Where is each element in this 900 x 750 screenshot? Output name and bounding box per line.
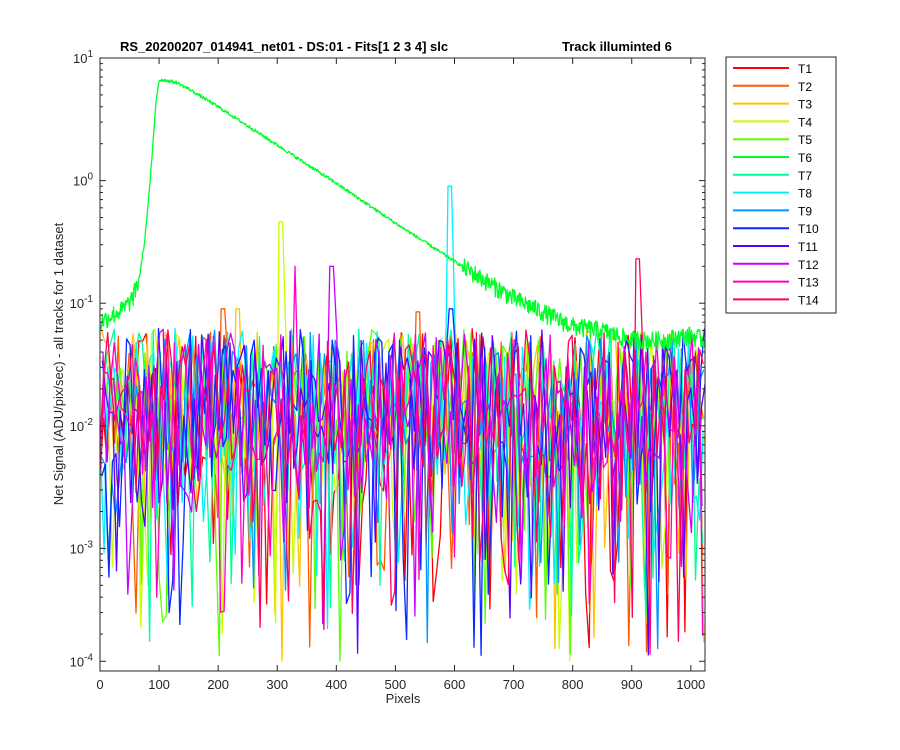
y-tick-label: 10-1	[70, 294, 94, 311]
y-tick-label: 100	[73, 172, 93, 189]
legend-label-t7: T7	[798, 169, 812, 183]
plot-area	[99, 57, 706, 672]
legend-label-t9: T9	[798, 204, 812, 218]
legend-label-t5: T5	[798, 133, 812, 147]
y-tick-label: 10-4	[70, 652, 94, 669]
y-tick-label-exponent: -2	[84, 417, 93, 428]
legend-label-t11: T11	[798, 240, 818, 254]
y-tick-label-base: 10	[73, 51, 87, 66]
legend-label-t13: T13	[798, 276, 819, 290]
x-tick-label: 300	[266, 677, 288, 692]
legend-label-t6: T6	[798, 151, 812, 165]
y-tick-label: 10-3	[70, 539, 94, 556]
y-tick-label-exponent: 0	[87, 172, 93, 183]
x-tick-label: 100	[148, 677, 170, 692]
y-tick-label-base: 10	[70, 654, 84, 669]
x-tick-label: 500	[385, 677, 407, 692]
y-tick-label: 101	[73, 49, 93, 66]
x-tick-label: 0	[96, 677, 103, 692]
legend-box	[725, 56, 837, 314]
x-tick-label: 900	[621, 677, 643, 692]
x-tick-label: 800	[562, 677, 584, 692]
x-axis-ticks: 0 100 200 300 400 500 600 700 800 900 1000	[96, 58, 705, 692]
y-tick-label-base: 10	[70, 541, 84, 556]
x-tick-label: 700	[503, 677, 525, 692]
x-tick-label: 1000	[676, 677, 705, 692]
legend-label-t14: T14	[798, 293, 819, 307]
chart-subtitle: Track illuminted 6	[562, 39, 672, 54]
series-line-t13	[99, 265, 704, 636]
chart-title: RS_20200207_014941_net01 - DS:01 - Fits[…	[120, 39, 448, 54]
legend-label-t4: T4	[798, 115, 812, 129]
series-line-t6	[99, 78, 706, 351]
y-tick-label-exponent: -1	[84, 294, 93, 305]
x-tick-label: 200	[207, 677, 229, 692]
legend-label-t1: T1	[798, 62, 812, 76]
legend: T1 T2 T3 T4 T5 T6 T7 T8 T9 T10 T11 T12 T13 T14	[725, 56, 837, 314]
legend-label-t3: T3	[798, 98, 812, 112]
y-tick-label-base: 10	[73, 174, 87, 189]
y-tick-label-base: 10	[70, 419, 84, 434]
legend-label-t2: T2	[798, 80, 812, 94]
plot-frame	[99, 57, 706, 672]
legend-label-t12: T12	[798, 258, 819, 272]
x-axis-label: Pixels	[386, 691, 421, 706]
series-line-t11	[101, 329, 706, 656]
series-line-t14	[99, 258, 704, 655]
y-tick-label: 10-2	[70, 417, 94, 434]
legend-label-t10: T10	[798, 222, 819, 236]
x-tick-label: 600	[444, 677, 466, 692]
x-tick-label: 400	[325, 677, 347, 692]
y-tick-label-exponent: -4	[84, 652, 93, 663]
data-series	[99, 78, 706, 662]
y-tick-label-exponent: 1	[87, 49, 93, 60]
y-tick-label-exponent: -3	[84, 539, 93, 550]
y-axis-label: Net Signal (ADU/pix/sec) - all tracks fo…	[51, 222, 66, 505]
legend-items: T1 T2 T3 T4 T5 T6 T7 T8 T9 T10 T11 T12 T13 T14	[733, 62, 819, 307]
legend-label-t8: T8	[798, 187, 812, 201]
y-tick-label-base: 10	[70, 296, 84, 311]
